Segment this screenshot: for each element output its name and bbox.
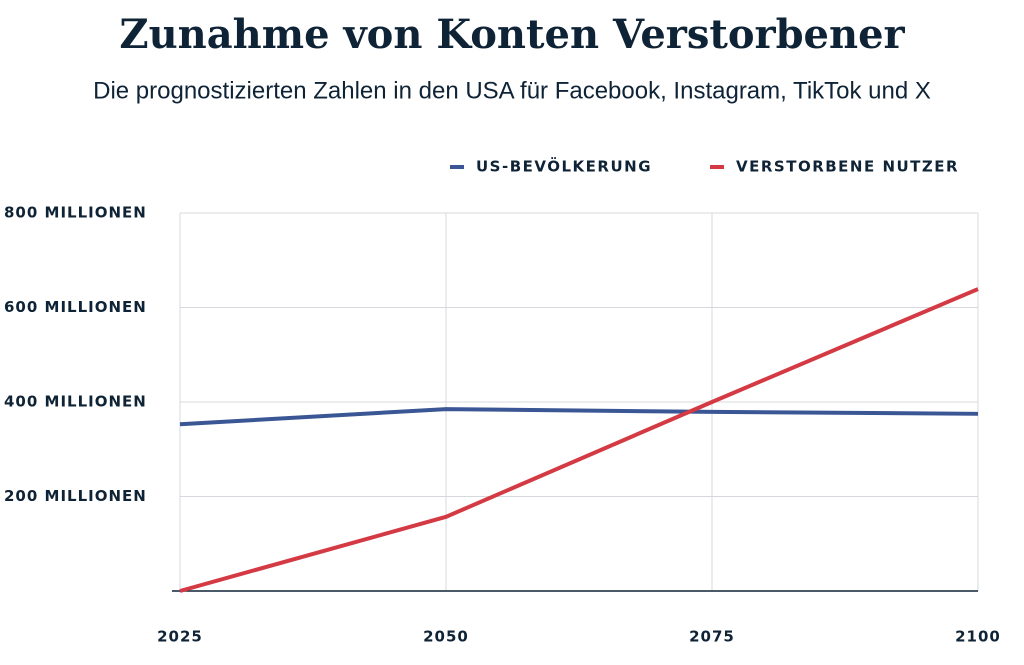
y-tick-label: 800 MILLIONEN [4, 204, 147, 222]
line-series [179, 407, 979, 427]
chart-title: Zunahme von Konten Verstorbener [119, 11, 905, 58]
y-tick-label: 600 MILLIONEN [4, 298, 147, 316]
x-tick-label: 2100 [955, 628, 1001, 646]
line-series [179, 287, 979, 593]
legend-label: US-BEVÖLKERUNG [476, 157, 652, 176]
y-tick-label: 200 MILLIONEN [4, 487, 147, 505]
x-tick-label: 2025 [157, 628, 203, 646]
y-tick-label: 400 MILLIONEN [4, 393, 147, 411]
x-tick-label: 2075 [689, 628, 735, 646]
chart-subtitle: Die prognostizierten Zahlen in den USA f… [93, 77, 931, 104]
x-tick-label: 2050 [423, 628, 469, 646]
legend-label: VERSTORBENE NUTZER [736, 158, 959, 176]
